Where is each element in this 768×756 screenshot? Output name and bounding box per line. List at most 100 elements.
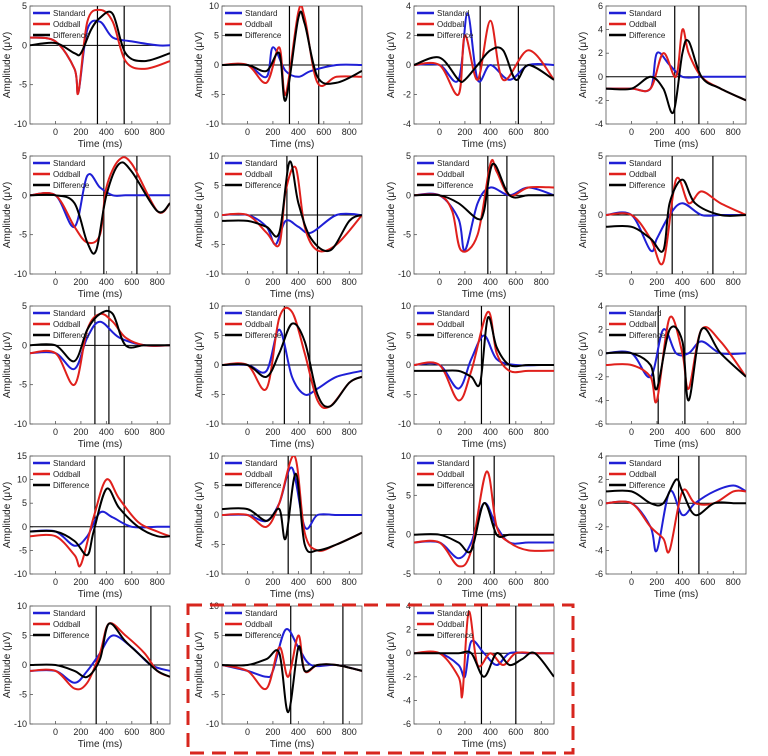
- legend-label: Standard: [53, 309, 85, 318]
- y-tick-label: 5: [22, 151, 27, 161]
- legend-label: Oddball: [245, 170, 273, 179]
- x-axis-label: Time (ms): [654, 139, 699, 150]
- x-tick-label: 400: [291, 427, 306, 437]
- x-axis-label: Time (ms): [270, 589, 315, 600]
- x-tick-label: 800: [342, 577, 357, 587]
- x-tick-label: 800: [726, 127, 741, 137]
- y-tick-label: -10: [206, 569, 219, 579]
- x-tick-label: 400: [675, 427, 690, 437]
- legend-label: Standard: [629, 309, 661, 318]
- series-line-standard: [606, 202, 746, 253]
- y-tick-label: 4: [598, 451, 603, 461]
- series-line-difference: [606, 178, 746, 253]
- x-tick-label: 0: [245, 727, 250, 737]
- y-axis-label: Amplitude (μV): [194, 482, 205, 548]
- y-tick-label: 5: [406, 490, 411, 500]
- y-axis-label: Amplitude (μV): [578, 32, 589, 98]
- series-line-oddball: [30, 312, 170, 386]
- legend-label: Standard: [629, 9, 661, 18]
- x-tick-label: 400: [291, 577, 306, 587]
- x-tick-label: 400: [99, 127, 114, 137]
- legend: Standard Oddball Difference: [225, 609, 282, 640]
- y-tick-label: 2: [406, 31, 411, 41]
- x-axis-label: Time (ms): [78, 589, 123, 600]
- x-tick-label: 200: [457, 577, 472, 587]
- x-tick-label: 200: [73, 727, 88, 737]
- series-line-oddball: [30, 478, 170, 568]
- erp-panel-11: -10 -5 0 5 10 0 200 400 600 800 Time (ms) Amplitude…: [386, 301, 555, 450]
- y-tick-label: -10: [206, 119, 219, 129]
- x-tick-label: 800: [534, 427, 549, 437]
- y-tick-label: -2: [595, 522, 603, 532]
- y-tick-label: 0: [214, 660, 219, 670]
- x-tick-label: 200: [73, 577, 88, 587]
- erp-panel-8: -5 0 5 0 200 400 600 800 Time (ms) Amplitude (μV)…: [578, 151, 747, 300]
- legend-label: Difference: [437, 181, 474, 190]
- x-tick-label: 200: [457, 277, 472, 287]
- erp-panel-1: -10 -5 0 5 0 200 400 600 800 Time (ms) Amplitude (…: [2, 1, 171, 150]
- legend-label: Standard: [437, 609, 469, 618]
- x-tick-label: 800: [534, 577, 549, 587]
- legend-label: Standard: [437, 309, 469, 318]
- y-tick-label: -5: [19, 545, 27, 555]
- y-tick-label: 5: [22, 301, 27, 311]
- y-tick-label: 4: [406, 1, 411, 11]
- legend-label: Difference: [437, 631, 474, 640]
- y-tick-label: 0: [22, 340, 27, 350]
- x-tick-label: 800: [342, 727, 357, 737]
- y-tick-label: -10: [398, 419, 411, 429]
- x-tick-label: 0: [53, 127, 58, 137]
- x-axis-label: Time (ms): [78, 289, 123, 300]
- y-tick-label: 0: [22, 190, 27, 200]
- x-tick-label: 200: [457, 127, 472, 137]
- y-tick-label: -6: [403, 719, 411, 729]
- y-axis-label: Amplitude (μV): [386, 632, 397, 698]
- legend-label: Oddball: [437, 170, 465, 179]
- x-axis-label: Time (ms): [270, 139, 315, 150]
- series-line-oddball: [414, 470, 554, 568]
- y-tick-label: -4: [403, 695, 411, 705]
- plot-frame: [413, 155, 555, 275]
- x-tick-label: 800: [726, 427, 741, 437]
- y-tick-label: 5: [214, 631, 219, 641]
- x-axis-label: Time (ms): [654, 439, 699, 450]
- legend-label: Oddball: [53, 320, 81, 329]
- x-tick-label: 200: [265, 127, 280, 137]
- y-tick-label: -5: [19, 80, 27, 90]
- plot-frame: [413, 455, 555, 575]
- x-tick-label: 600: [508, 127, 523, 137]
- series-line-oddball: [414, 310, 554, 402]
- series-line-difference: [414, 502, 554, 554]
- series-line-difference: [30, 622, 170, 679]
- y-tick-label: -5: [403, 569, 411, 579]
- y-tick-label: -10: [14, 419, 27, 429]
- legend-label: Standard: [437, 9, 469, 18]
- y-tick-label: 5: [214, 481, 219, 491]
- x-axis-label: Time (ms): [654, 589, 699, 600]
- y-axis-label: Amplitude (μV): [386, 182, 397, 248]
- series-line-oddball: [222, 456, 362, 552]
- x-tick-label: 400: [99, 577, 114, 587]
- erp-panel-4: -4 -2 0 2 4 6 0 200 400 600 800 Time (ms) Amplitude …: [578, 1, 747, 150]
- x-tick-label: 0: [629, 277, 634, 287]
- y-tick-label: 10: [209, 1, 219, 11]
- y-tick-label: 10: [17, 601, 27, 611]
- series-line-standard: [414, 639, 554, 679]
- y-axis-label: Amplitude (μV): [2, 482, 13, 548]
- x-tick-label: 600: [508, 427, 523, 437]
- y-tick-label: -6: [595, 569, 603, 579]
- legend: Standard Oddball Difference: [33, 309, 90, 340]
- legend-label: Difference: [53, 331, 90, 340]
- y-tick-label: -4: [403, 119, 411, 129]
- y-axis-label: Amplitude (μV): [386, 332, 397, 398]
- x-tick-label: 200: [73, 427, 88, 437]
- erp-panel-12: -6 -4 -2 0 2 4 0 200 400 600 800 Time (ms) Amplitude…: [578, 301, 747, 450]
- x-tick-label: 200: [457, 727, 472, 737]
- y-tick-label: -5: [19, 380, 27, 390]
- legend: Standard Oddball Difference: [417, 159, 474, 190]
- y-tick-label: 10: [209, 301, 219, 311]
- series-line-standard: [222, 46, 362, 79]
- series-line-difference: [30, 309, 170, 363]
- y-axis-label: Amplitude (μV): [194, 182, 205, 248]
